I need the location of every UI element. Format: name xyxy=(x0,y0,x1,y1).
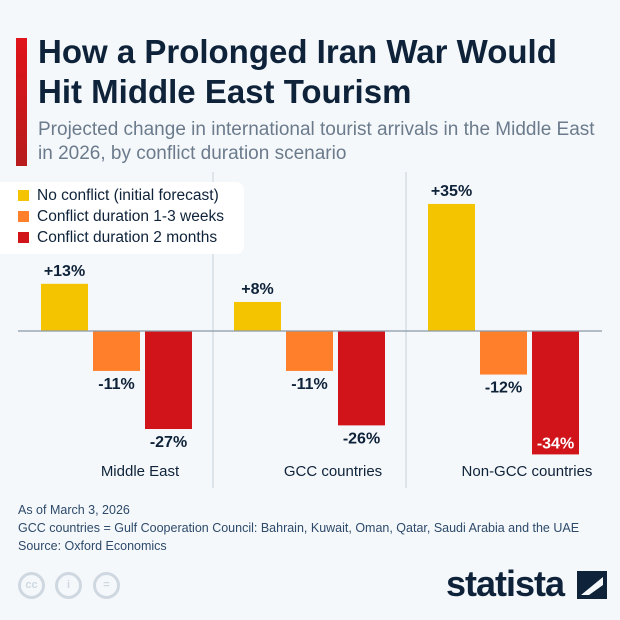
bar xyxy=(338,331,385,426)
chart-title: How a Prolonged Iran War Would Hit Middl… xyxy=(38,33,557,110)
no-derivatives-icon[interactable]: = xyxy=(93,572,120,599)
legend: No conflict (initial forecast) Conflict … xyxy=(0,182,244,254)
note-date: As of March 3, 2026 xyxy=(18,503,130,517)
source: Source: Oxford Economics xyxy=(18,539,167,553)
bar xyxy=(145,331,192,430)
data-label: +13% xyxy=(44,263,85,280)
note-gcc: GCC countries = Gulf Cooperation Council… xyxy=(18,521,580,535)
logo-text: statista xyxy=(446,563,565,604)
statista-logo[interactable]: statista xyxy=(446,563,608,605)
legend-label: Conflict duration 2 months xyxy=(37,229,218,246)
category-label: Middle East xyxy=(101,463,180,480)
bar xyxy=(93,331,140,371)
bar xyxy=(234,301,281,331)
bar xyxy=(286,331,333,371)
bar xyxy=(41,283,88,331)
data-label: +35% xyxy=(431,183,472,200)
bar-chart: +13% -11% -27% Middle East +8% -11% -26% GCC co… xyxy=(18,172,602,488)
data-label: +8% xyxy=(241,281,273,298)
data-label: -11% xyxy=(291,376,327,393)
bar xyxy=(532,331,579,455)
legend-item: Conflict duration 1-3 weeks xyxy=(18,208,224,226)
data-label: -12% xyxy=(485,380,522,397)
legend-swatch xyxy=(18,232,29,243)
title-accent-bar xyxy=(16,38,27,166)
legend-item: No conflict (initial forecast) xyxy=(18,187,219,205)
data-label: -11% xyxy=(98,376,134,393)
bar xyxy=(480,331,527,375)
data-label: -34% xyxy=(537,435,574,452)
legend-label: Conflict duration 1-3 weeks xyxy=(37,208,224,225)
legend-label: No conflict (initial forecast) xyxy=(37,187,219,204)
statista-logo-icon xyxy=(577,571,608,599)
data-label: -26% xyxy=(343,430,380,447)
cc-license-icon[interactable]: cc xyxy=(18,572,45,599)
data-label: -27% xyxy=(150,434,187,451)
legend-item: Conflict duration 2 months xyxy=(18,229,217,247)
legend-swatch xyxy=(18,190,29,201)
bar xyxy=(428,203,475,331)
legend-swatch xyxy=(18,211,29,222)
chart-subtitle: Projected change in international touris… xyxy=(38,119,595,164)
category-label: GCC countries xyxy=(284,463,382,480)
attribution-icon[interactable]: i xyxy=(55,572,82,599)
category-label: Non-GCC countries xyxy=(462,463,593,480)
